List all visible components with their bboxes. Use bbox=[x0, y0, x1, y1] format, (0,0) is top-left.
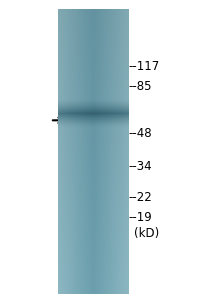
Text: --117: --117 bbox=[129, 59, 160, 73]
Text: --48: --48 bbox=[129, 127, 152, 140]
Text: --22: --22 bbox=[129, 191, 153, 204]
Text: --34: --34 bbox=[129, 160, 152, 173]
Text: --19: --19 bbox=[129, 211, 153, 224]
Text: --85: --85 bbox=[129, 80, 152, 93]
Text: (kD): (kD) bbox=[134, 227, 159, 240]
